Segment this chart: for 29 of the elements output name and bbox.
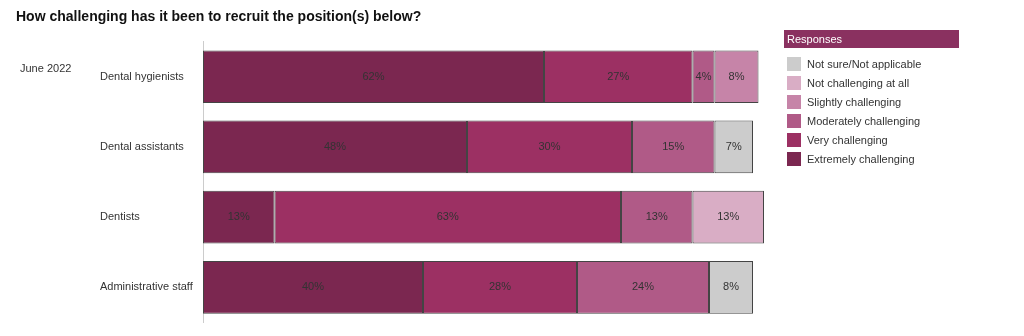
chart-title: How challenging has it been to recruit the position(s) below? [16,8,422,24]
data-label: 27% [607,69,630,82]
data-label: 28% [488,280,512,293]
data-label: 13% [227,210,250,223]
data-label: 13% [645,210,668,223]
y-tick-label: Dental assistants [100,139,185,152]
text: June 2022 [20,62,72,74]
data-label: 40% [301,280,325,293]
data-label: 63% [436,210,459,223]
data-label: 8% [728,69,745,82]
legend-label: Extremely challenging [807,152,915,165]
data-label: 4% [695,69,712,82]
data-label: 48% [323,139,347,152]
data-label: 13% [717,210,740,223]
data-label: 30% [538,139,561,152]
legend-label: Not challenging at all [807,76,910,89]
y-tick-label: Dental hygienists [100,69,185,82]
legend-label: Slightly challenging [807,95,902,108]
data-label: 15% [662,139,685,152]
legend-label: Moderately challenging [807,114,921,127]
y-tick-label: Dentists [100,210,141,223]
data-label: 7% [725,139,742,152]
legend-title: Responses [784,30,959,48]
data-label: 24% [631,280,655,293]
data-label: 8% [723,280,740,293]
y-tick-label: Administrative staff [100,280,194,293]
data-label: 62% [362,69,385,82]
legend-label: Not sure/Not applicable [807,57,922,70]
legend-label: Very challenging [807,133,888,146]
